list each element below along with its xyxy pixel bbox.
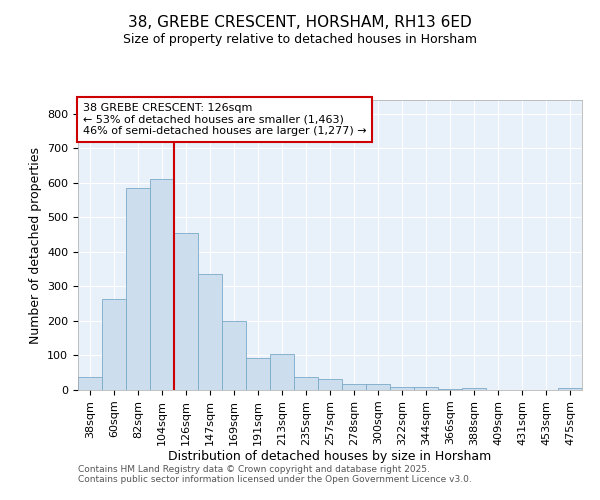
Bar — [102, 298, 126, 390]
Bar — [342, 384, 366, 390]
X-axis label: Distribution of detached houses by size in Horsham: Distribution of detached houses by size … — [169, 450, 491, 464]
Bar — [438, 388, 462, 390]
Bar — [462, 388, 486, 390]
Y-axis label: Number of detached properties: Number of detached properties — [29, 146, 41, 344]
Bar — [246, 358, 270, 390]
Bar — [174, 233, 198, 390]
Bar — [126, 188, 150, 390]
Text: Contains HM Land Registry data © Crown copyright and database right 2025.: Contains HM Land Registry data © Crown c… — [78, 466, 430, 474]
Bar — [366, 384, 390, 390]
Bar — [414, 386, 438, 390]
Text: Contains public sector information licensed under the Open Government Licence v3: Contains public sector information licen… — [78, 476, 472, 484]
Bar — [390, 386, 414, 390]
Bar — [198, 274, 222, 390]
Bar — [150, 180, 174, 390]
Bar — [270, 354, 294, 390]
Bar — [222, 321, 246, 390]
Text: Size of property relative to detached houses in Horsham: Size of property relative to detached ho… — [123, 32, 477, 46]
Bar — [294, 377, 318, 390]
Text: 38 GREBE CRESCENT: 126sqm
← 53% of detached houses are smaller (1,463)
46% of se: 38 GREBE CRESCENT: 126sqm ← 53% of detac… — [83, 103, 367, 136]
Text: 38, GREBE CRESCENT, HORSHAM, RH13 6ED: 38, GREBE CRESCENT, HORSHAM, RH13 6ED — [128, 15, 472, 30]
Bar — [318, 379, 342, 390]
Bar — [78, 377, 102, 390]
Bar — [558, 388, 582, 390]
